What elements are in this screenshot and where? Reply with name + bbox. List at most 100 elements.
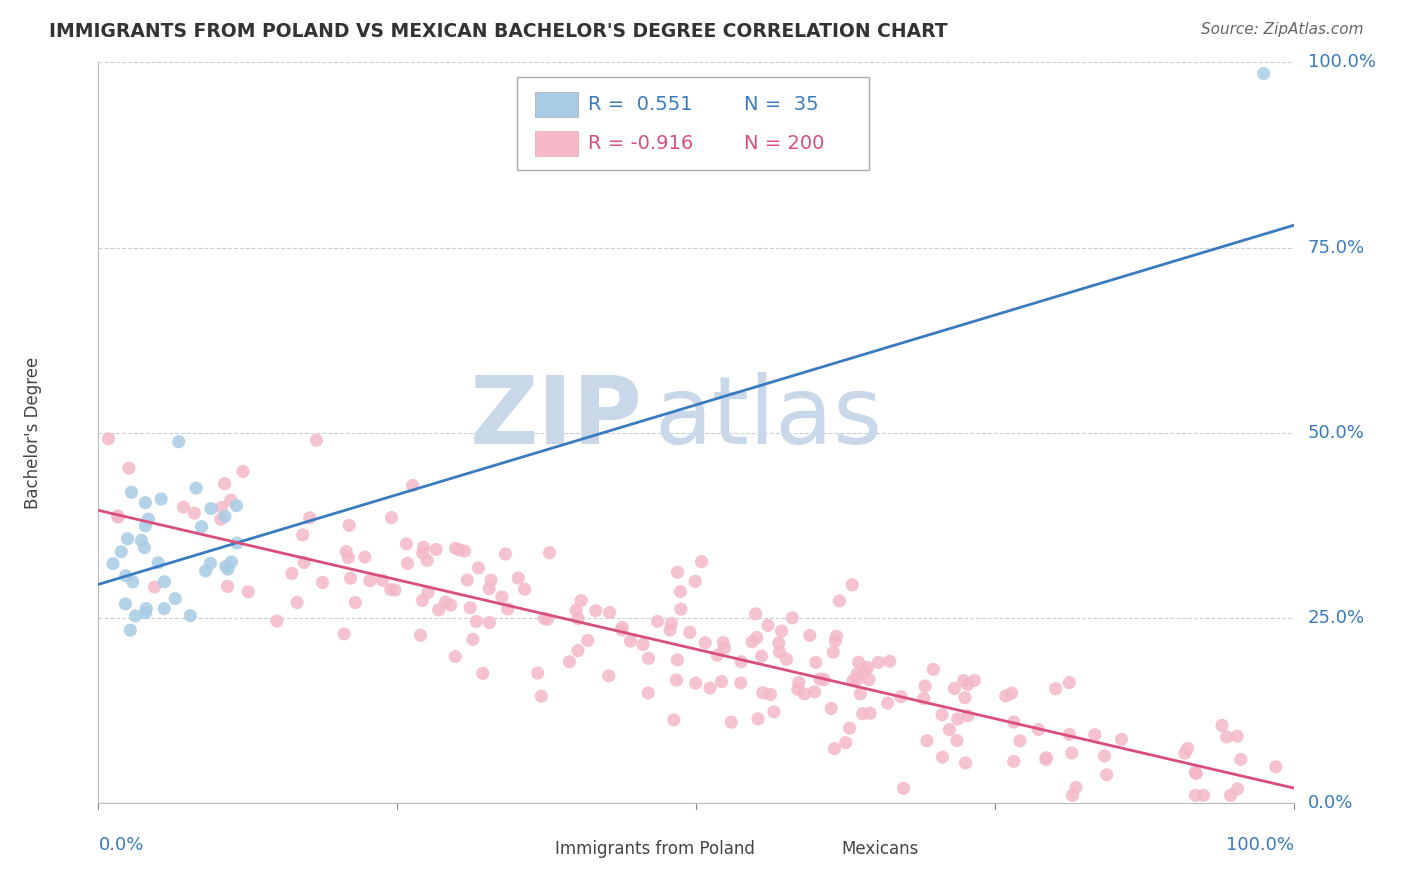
Point xyxy=(281,566,304,581)
Point xyxy=(1253,66,1275,80)
Text: N = 200: N = 200 xyxy=(744,135,824,153)
Text: Source: ZipAtlas.com: Source: ZipAtlas.com xyxy=(1201,22,1364,37)
FancyBboxPatch shape xyxy=(517,78,869,169)
Point xyxy=(567,643,589,657)
Point xyxy=(291,528,314,542)
Point xyxy=(380,510,402,524)
Point xyxy=(1177,741,1199,756)
Point xyxy=(453,544,475,558)
Text: 100.0%: 100.0% xyxy=(1226,836,1294,855)
Point xyxy=(209,512,232,526)
Point xyxy=(226,536,249,550)
Text: atlas: atlas xyxy=(654,372,883,464)
Point xyxy=(842,673,865,688)
Point xyxy=(599,606,621,620)
Point xyxy=(912,691,935,706)
Point xyxy=(856,660,879,674)
Point xyxy=(893,781,915,796)
Point xyxy=(953,690,976,705)
Point xyxy=(637,651,659,665)
Point xyxy=(444,541,467,556)
Point xyxy=(101,557,124,571)
Point xyxy=(131,533,153,548)
Point xyxy=(217,579,239,593)
Point xyxy=(931,707,953,722)
Point xyxy=(1185,766,1208,780)
Point xyxy=(859,706,882,721)
Point xyxy=(848,655,870,669)
Point xyxy=(804,656,827,670)
Point xyxy=(225,499,247,513)
Point xyxy=(659,623,682,637)
Point xyxy=(1226,729,1249,743)
Point xyxy=(711,635,734,649)
Point xyxy=(533,611,555,625)
Point xyxy=(353,550,375,565)
Point xyxy=(1064,780,1087,795)
Point xyxy=(117,532,139,546)
Point xyxy=(148,556,170,570)
Point xyxy=(110,545,132,559)
Point xyxy=(813,673,835,687)
Point xyxy=(434,595,457,609)
Point xyxy=(107,510,129,524)
Point xyxy=(219,493,242,508)
Point xyxy=(1192,789,1215,803)
FancyBboxPatch shape xyxy=(534,92,578,117)
Point xyxy=(536,612,558,626)
Text: 75.0%: 75.0% xyxy=(1308,238,1365,257)
Point xyxy=(567,612,589,626)
Text: N =  35: N = 35 xyxy=(744,95,818,114)
Point xyxy=(946,733,969,747)
Point xyxy=(943,681,966,696)
Point xyxy=(799,628,821,642)
Point xyxy=(1002,755,1025,769)
Point xyxy=(135,601,157,615)
Point xyxy=(713,640,735,655)
Point xyxy=(449,542,471,557)
Point xyxy=(683,574,706,589)
Point xyxy=(134,519,156,533)
Point xyxy=(371,574,394,588)
Point xyxy=(1184,765,1206,780)
Point xyxy=(585,604,607,618)
Point xyxy=(1219,789,1241,803)
Point xyxy=(720,715,742,730)
Point xyxy=(458,600,481,615)
Point xyxy=(298,510,321,524)
Point xyxy=(868,656,890,670)
Point xyxy=(685,676,707,690)
Point xyxy=(846,666,869,681)
Point xyxy=(200,556,222,570)
Point xyxy=(849,687,872,701)
Point xyxy=(824,634,846,648)
Point xyxy=(956,677,979,691)
Point xyxy=(699,681,721,695)
Text: Mexicans: Mexicans xyxy=(842,839,920,858)
Point xyxy=(165,591,187,606)
Point xyxy=(730,676,752,690)
Point xyxy=(838,721,860,735)
Point xyxy=(666,566,689,580)
Point xyxy=(786,682,808,697)
Point xyxy=(808,672,831,686)
Point xyxy=(770,624,793,638)
Point xyxy=(337,518,360,533)
Point xyxy=(1059,727,1081,741)
Point xyxy=(1000,686,1022,700)
Point xyxy=(744,607,766,621)
Point xyxy=(679,625,702,640)
Point xyxy=(461,632,484,647)
Point xyxy=(780,611,803,625)
Point xyxy=(569,593,592,607)
Point xyxy=(150,491,173,506)
Point xyxy=(747,712,769,726)
Point xyxy=(1002,714,1025,729)
Point xyxy=(134,541,156,555)
Text: R =  0.551: R = 0.551 xyxy=(589,95,693,114)
Point xyxy=(752,686,775,700)
Point xyxy=(914,679,936,693)
Point xyxy=(444,649,467,664)
FancyBboxPatch shape xyxy=(520,840,551,857)
Point xyxy=(121,485,143,500)
